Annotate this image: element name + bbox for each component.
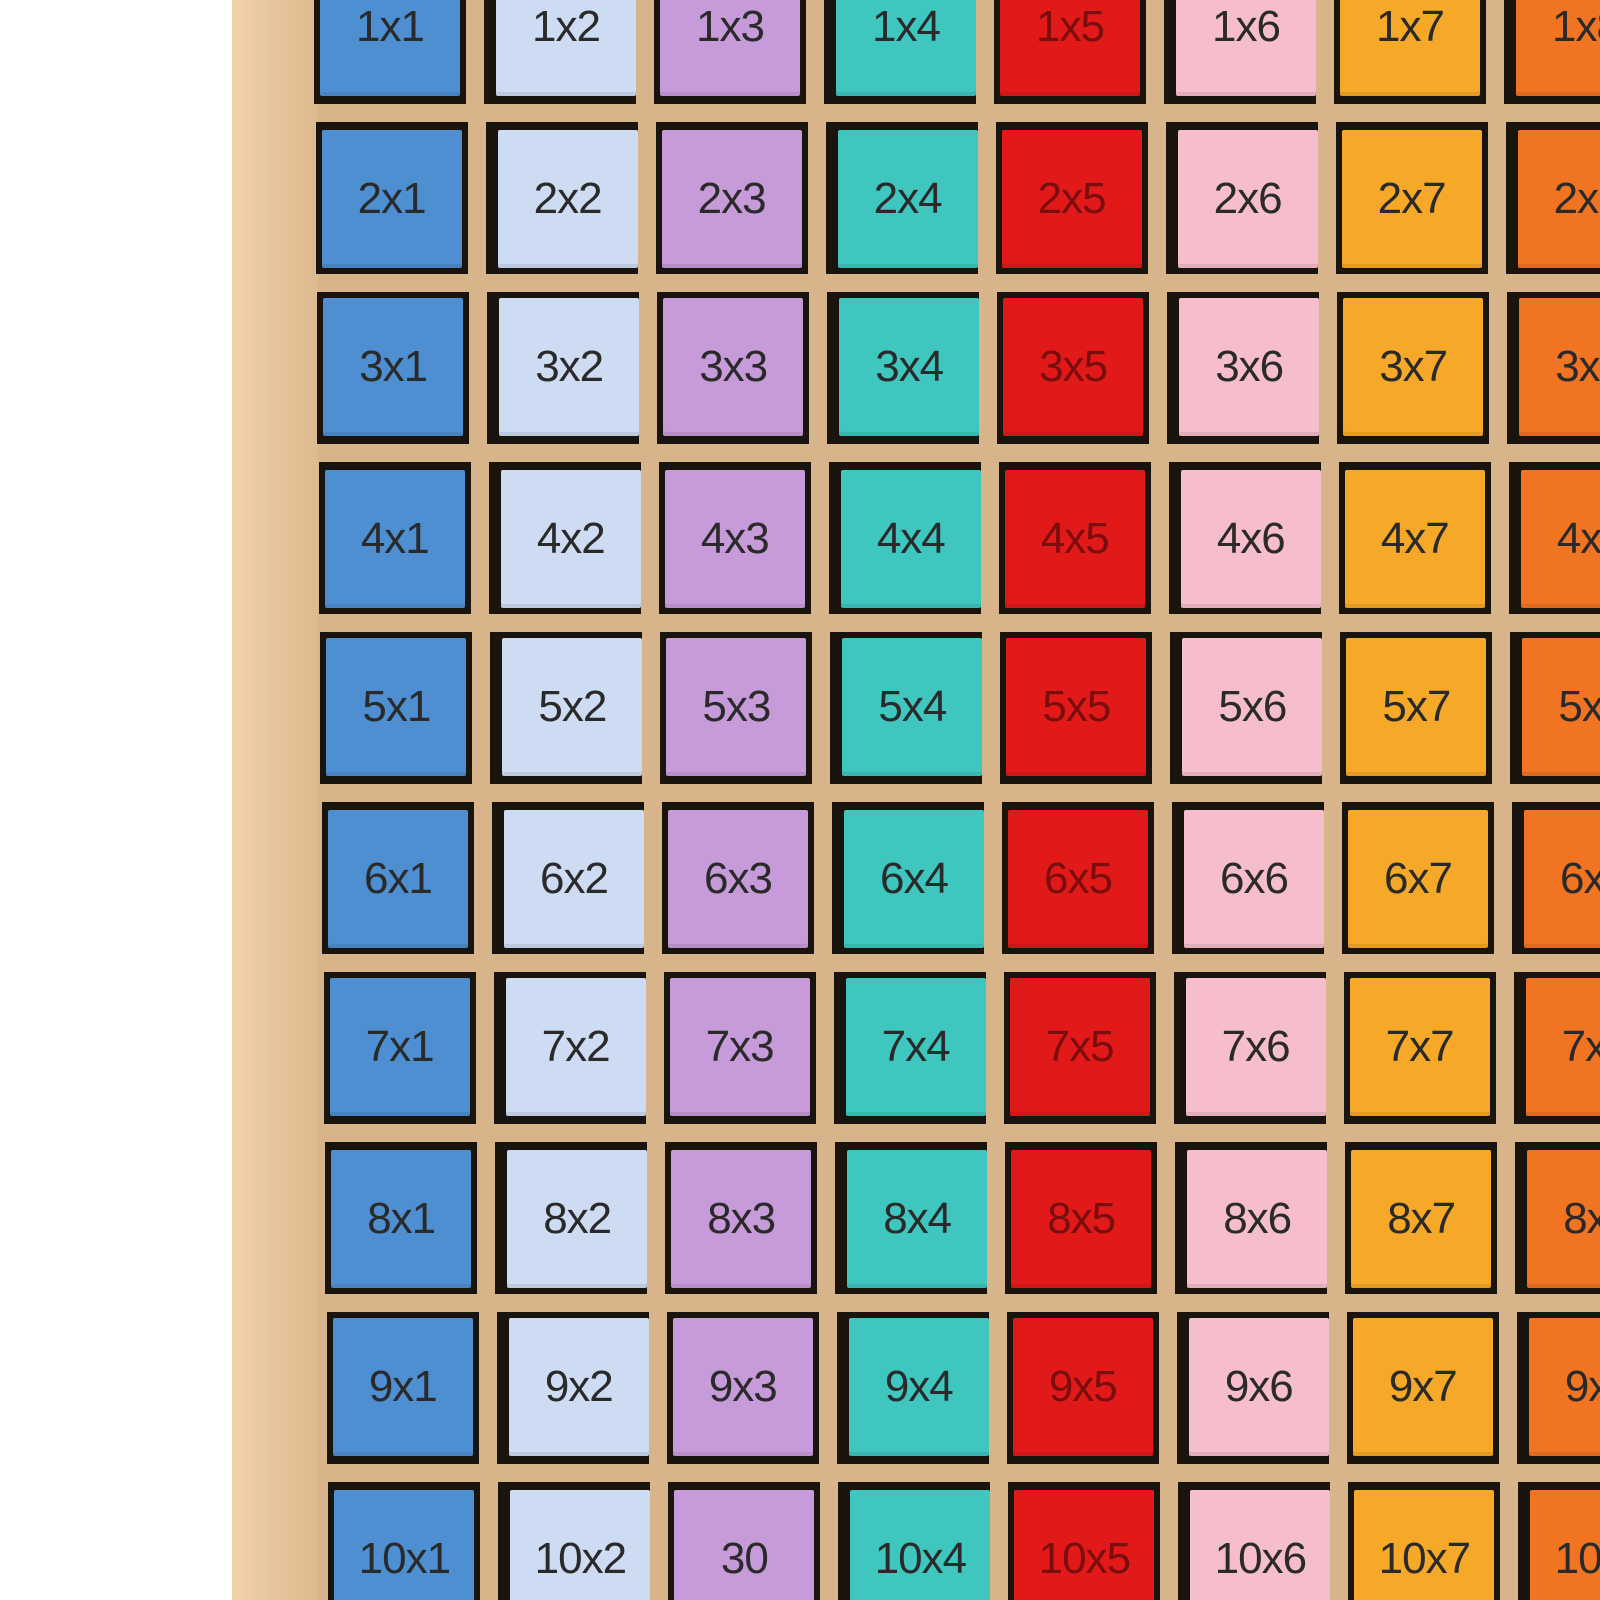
tile: 4x5	[1004, 470, 1145, 608]
tile: 5x3	[666, 638, 807, 776]
tile: 1x8	[1516, 0, 1600, 96]
tile: 7x5	[1009, 978, 1150, 1116]
tile: 6x4	[844, 810, 984, 948]
tile: 6x8	[1524, 810, 1600, 948]
tile: 8x4	[847, 1150, 988, 1288]
tile: 5x1	[326, 638, 467, 776]
tile: 4x3	[664, 470, 805, 608]
tile: 10x5	[1014, 1490, 1155, 1600]
tile: 10x6	[1190, 1490, 1331, 1600]
tile: 10x8	[1530, 1490, 1600, 1600]
tile: 9x2	[508, 1318, 649, 1456]
tile: 7x3	[669, 978, 810, 1116]
tile: 6x3	[668, 810, 808, 948]
tile: 5x4	[842, 638, 983, 776]
tile: 4x1	[324, 470, 465, 608]
tile: 5x7	[1346, 638, 1487, 776]
tile: 8x5	[1011, 1150, 1152, 1288]
tile: 2x2	[497, 130, 638, 268]
tile: 6x1	[328, 810, 468, 948]
tile: 3x5	[1003, 298, 1144, 436]
tile: 3x2	[499, 298, 640, 436]
tile: 4x4	[840, 470, 981, 608]
tile: 3x1	[323, 298, 464, 436]
tile: 5x2	[502, 638, 643, 776]
tile: 4x7	[1344, 470, 1485, 608]
tile: 10x2	[510, 1490, 651, 1600]
tile: 3x6	[1179, 298, 1320, 436]
tile: 2x7	[1341, 130, 1482, 268]
tile: 9x4	[848, 1318, 989, 1456]
tile: 8x1	[331, 1150, 472, 1288]
tile: 9x3	[672, 1318, 813, 1456]
tile: 6x6	[1184, 810, 1324, 948]
tile: 1x2	[496, 0, 636, 96]
tile: 4x8	[1520, 470, 1600, 608]
tile: 2x5	[1001, 130, 1142, 268]
tile: 6x2	[504, 810, 644, 948]
tile: 2x6	[1177, 130, 1318, 268]
tile: 2x3	[661, 130, 802, 268]
tile: 9x7	[1352, 1318, 1493, 1456]
tile: 1x7	[1340, 0, 1480, 96]
tile: 6x5	[1008, 810, 1148, 948]
tile: 8x3	[671, 1150, 812, 1288]
tile: 30	[674, 1490, 815, 1600]
tile: 7x8	[1525, 978, 1600, 1116]
tile: 8x8	[1527, 1150, 1600, 1288]
tile: 7x2	[505, 978, 646, 1116]
tile: 3x7	[1343, 298, 1484, 436]
tile: 8x7	[1351, 1150, 1492, 1288]
tile: 1x3	[660, 0, 800, 96]
tile: 7x1	[329, 978, 470, 1116]
tile: 9x1	[332, 1318, 473, 1456]
tile: 7x6	[1185, 978, 1326, 1116]
tile: 10x4	[850, 1490, 991, 1600]
tile: 2x4	[837, 130, 978, 268]
tile: 10x7	[1354, 1490, 1495, 1600]
tile: 10x1	[334, 1490, 475, 1600]
tile: 3x8	[1519, 298, 1600, 436]
tile: 9x5	[1012, 1318, 1153, 1456]
tile: 7x7	[1349, 978, 1490, 1116]
tile: 9x6	[1188, 1318, 1329, 1456]
tile: 2x8	[1517, 130, 1600, 268]
tile: 5x8	[1522, 638, 1600, 776]
tile: 8x6	[1187, 1150, 1328, 1288]
tile: 8x2	[507, 1150, 648, 1288]
tile: 5x5	[1006, 638, 1147, 776]
tile: 9x8	[1528, 1318, 1600, 1456]
tile: 3x3	[663, 298, 804, 436]
tile: 1x1	[320, 0, 460, 96]
tile: 5x6	[1182, 638, 1323, 776]
tile: 1x4	[836, 0, 976, 96]
tile: 1x6	[1176, 0, 1316, 96]
tile: 1x5	[1000, 0, 1140, 96]
tile: 4x2	[500, 470, 641, 608]
tile: 4x6	[1180, 470, 1321, 608]
tile: 3x4	[839, 298, 980, 436]
tile: 6x7	[1348, 810, 1488, 948]
tile: 7x4	[845, 978, 986, 1116]
tile: 2x1	[321, 130, 462, 268]
